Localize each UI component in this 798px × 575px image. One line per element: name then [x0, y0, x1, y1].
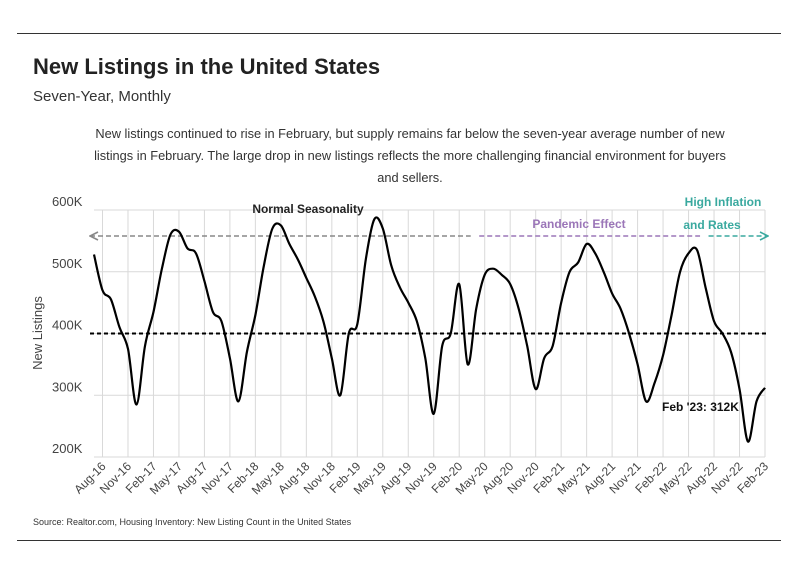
data-point — [195, 252, 197, 254]
data-point — [229, 357, 231, 359]
data-point — [93, 253, 95, 255]
data-point — [254, 314, 256, 316]
data-point — [577, 261, 579, 263]
data-point — [127, 348, 129, 350]
and-rates-label: and Rates — [683, 218, 741, 232]
data-point — [713, 320, 715, 322]
data-point — [764, 387, 766, 389]
data-point — [186, 247, 188, 249]
y-axis-label: New Listings — [30, 296, 45, 370]
data-point — [696, 249, 698, 251]
y-tick-label: 400K — [52, 318, 83, 333]
data-point — [348, 332, 350, 334]
chart-subtitle: Seven-Year, Monthly — [33, 88, 171, 105]
y-tick-label: 600K — [52, 194, 83, 209]
bottom-rule — [17, 540, 781, 541]
data-point — [263, 264, 265, 266]
data-point — [645, 400, 647, 402]
data-point — [322, 320, 324, 322]
data-point — [602, 271, 604, 273]
data-point — [670, 314, 672, 316]
data-point — [535, 388, 537, 390]
data-point — [212, 311, 214, 313]
data-point — [653, 382, 655, 384]
data-point — [373, 218, 375, 220]
data-point — [169, 234, 171, 236]
data-point — [755, 400, 757, 402]
y-tick-label: 500K — [52, 256, 83, 271]
data-point — [305, 277, 307, 279]
data-point — [501, 274, 503, 276]
top-rule — [17, 33, 781, 34]
data-point — [237, 400, 239, 402]
y-tick-label: 200K — [52, 441, 83, 456]
data-point — [135, 403, 137, 405]
y-tick-label: 300K — [52, 379, 83, 394]
data-point — [662, 354, 664, 356]
data-point — [467, 363, 469, 365]
chart-description: New listings continued to rise in Februa… — [94, 126, 726, 185]
data-point — [314, 295, 316, 297]
data-point — [568, 271, 570, 273]
data-point — [492, 268, 494, 270]
source-note: Source: Realtor.com, Housing Inventory: … — [33, 517, 352, 527]
data-point — [585, 243, 587, 245]
data-point — [280, 224, 282, 226]
data-point — [382, 227, 384, 229]
data-point — [484, 274, 486, 276]
data-point — [356, 323, 358, 325]
data-point — [560, 301, 562, 303]
data-point — [543, 357, 545, 359]
data-point — [178, 230, 180, 232]
data-point — [509, 283, 511, 285]
data-point — [526, 345, 528, 347]
data-point — [458, 283, 460, 285]
data-point — [246, 351, 248, 353]
data-point — [203, 280, 205, 282]
data-point — [552, 345, 554, 347]
data-point — [687, 252, 689, 254]
data-point — [152, 311, 154, 313]
data-point — [390, 264, 392, 266]
data-point — [594, 252, 596, 254]
data-point — [518, 308, 520, 310]
data-point — [101, 289, 103, 291]
data-point — [161, 268, 163, 270]
data-point — [636, 363, 638, 365]
data-point — [424, 357, 426, 359]
data-point — [416, 320, 418, 322]
data-point — [399, 286, 401, 288]
data-point — [738, 388, 740, 390]
data-point — [450, 332, 452, 334]
normal-seasonality-label: Normal Seasonality — [252, 202, 364, 216]
data-point — [220, 320, 222, 322]
data-point — [619, 308, 621, 310]
data-point — [747, 440, 749, 442]
data-point — [297, 258, 299, 260]
chart-title: New Listings in the United States — [33, 54, 381, 79]
data-point — [144, 345, 146, 347]
data-point — [730, 351, 732, 353]
feb-23-value-label: Feb '23: 312K — [662, 400, 739, 414]
data-point — [331, 357, 333, 359]
new-listings-series-line — [92, 216, 766, 443]
data-point — [339, 394, 341, 396]
data-point — [365, 258, 367, 260]
data-point — [679, 271, 681, 273]
data-point — [628, 332, 630, 334]
data-point — [433, 413, 435, 415]
pandemic-effect-label: Pandemic Effect — [532, 217, 625, 231]
data-point — [704, 286, 706, 288]
data-point — [441, 345, 443, 347]
data-point — [721, 332, 723, 334]
data-point — [271, 227, 273, 229]
data-point — [611, 292, 613, 294]
data-point — [118, 326, 120, 328]
data-point — [407, 301, 409, 303]
high-inflation-label: High Inflation — [685, 195, 762, 209]
data-point — [110, 298, 112, 300]
data-point — [475, 308, 477, 310]
data-point — [288, 243, 290, 245]
